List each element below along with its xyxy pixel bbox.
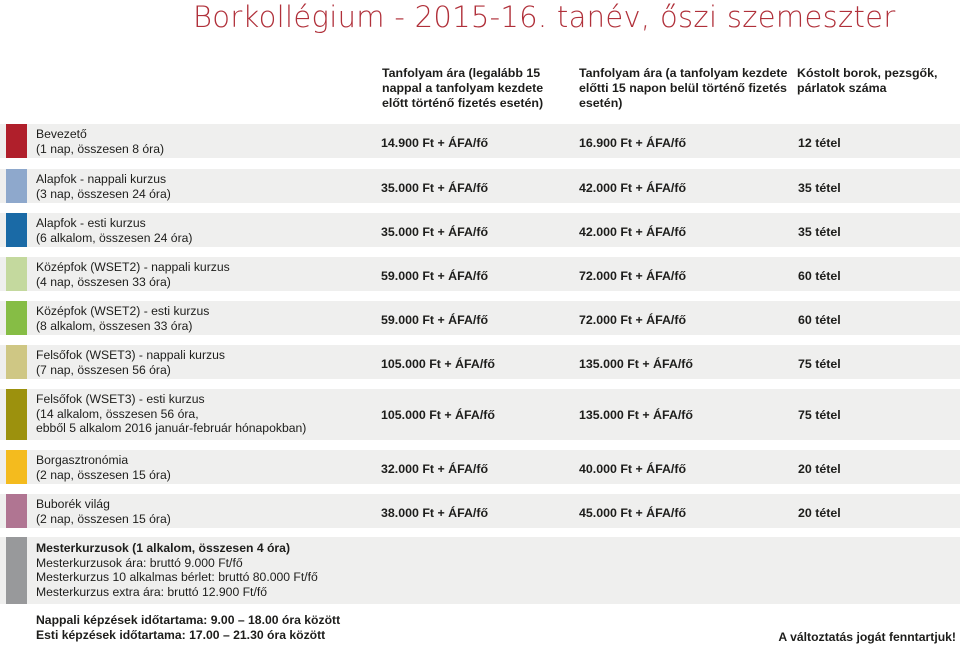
- master-course-title: Mesterkurzusok (1 alkalom, összesen 4 ór…: [36, 541, 291, 555]
- course-row: Borgasztronómia (2 nap, összesen 15 óra) 3…: [0, 450, 960, 484]
- course-name: Alapfok - esti kurzus (6 alkalom, összese…: [36, 216, 192, 245]
- early-price: 14.900 Ft + ÁFA/fő: [381, 136, 489, 150]
- course-title: Középfok (WSET2) - nappali kurzus: [36, 260, 230, 274]
- early-price: 35.000 Ft + ÁFA/fő: [381, 225, 489, 239]
- course-name: Alapfok - nappali kurzus (3 nap, összesen…: [36, 172, 171, 201]
- tasted-count: 60 tétel: [798, 269, 841, 283]
- late-price: 72.000 Ft + ÁFA/fő: [579, 313, 687, 327]
- course-name: Felsőfok (WSET3) - nappali kurzus (7 nap,…: [36, 348, 225, 377]
- master-course-pass: Mesterkurzus 10 alkalmas bérlet: bruttó …: [36, 570, 318, 585]
- schedule-note: Nappali képzések időtartama: 9.00 – 18.0…: [36, 613, 340, 642]
- color-swatch: [6, 169, 27, 203]
- course-detail: (7 nap, összesen 56 óra): [36, 362, 171, 377]
- late-price: 42.000 Ft + ÁFA/fő: [579, 225, 687, 239]
- course-detail: (6 alkalom, összesen 24 óra): [36, 230, 193, 245]
- tasted-count: 60 tétel: [798, 313, 841, 327]
- course-row: Bevezető (1 nap, összesen 8 óra) 14.900 Ft…: [0, 124, 960, 158]
- page-title: Borkollégium - 2015-16. tanév, őszi szem…: [193, 0, 896, 34]
- course-detail: ebből 5 alkalom 2016 január-február hóna…: [36, 421, 307, 436]
- course-detail: (4 nap, összesen 33 óra): [36, 274, 171, 289]
- color-swatch: [6, 124, 27, 158]
- header-early-price: Tanfolyam ára (legalább 15 nappal a tanf…: [382, 66, 544, 110]
- course-title: Buborék világ: [36, 497, 110, 511]
- course-title: Felsőfok (WSET3) - nappali kurzus: [36, 348, 225, 362]
- late-price: 135.000 Ft + ÁFA/fő: [579, 408, 693, 422]
- tasted-count: 35 tétel: [798, 225, 841, 239]
- tasted-count: 12 tétel: [798, 136, 841, 150]
- day-courses-time: Nappali képzések időtartama: 9.00 – 18.0…: [36, 613, 341, 627]
- early-price: 105.000 Ft + ÁFA/fő: [381, 408, 495, 422]
- course-row: Felsőfok (WSET3) - esti kurzus (14 alkalo…: [0, 389, 960, 440]
- late-price: 72.000 Ft + ÁFA/fő: [579, 269, 687, 283]
- color-swatch: [6, 494, 27, 528]
- course-detail: (2 nap, összesen 15 óra): [36, 511, 171, 526]
- early-price: 59.000 Ft + ÁFA/fő: [381, 269, 489, 283]
- course-row: Középfok (WSET2) - esti kurzus (8 alkalom…: [0, 301, 960, 335]
- course-row: Középfok (WSET2) - nappali kurzus (4 nap,…: [0, 257, 960, 291]
- course-title: Alapfok - esti kurzus: [36, 216, 146, 230]
- course-name: Középfok (WSET2) - nappali kurzus (4 nap,…: [36, 260, 230, 289]
- header-tasted-count: Kóstolt borok, pezsgők, párlatok száma: [797, 66, 938, 95]
- master-course-row: Mesterkurzusok (1 alkalom, összesen 4 ór…: [0, 537, 960, 604]
- color-swatch: [6, 345, 27, 379]
- early-price: 32.000 Ft + ÁFA/fő: [381, 462, 489, 476]
- tasted-count: 20 tétel: [798, 462, 841, 476]
- course-name: Buborék világ (2 nap, összesen 15 óra): [36, 497, 171, 526]
- early-price: 59.000 Ft + ÁFA/fő: [381, 313, 489, 327]
- early-price: 38.000 Ft + ÁFA/fő: [381, 506, 489, 520]
- color-swatch: [6, 450, 27, 484]
- course-title: Alapfok - nappali kurzus: [36, 172, 167, 186]
- master-course-price: Mesterkurzusok ára: bruttó 9.000 Ft/fő: [36, 555, 243, 570]
- course-title: Középfok (WSET2) - esti kurzus: [36, 304, 210, 318]
- course-detail: (14 alkalom, összesen 56 óra,: [36, 406, 199, 421]
- late-price: 135.000 Ft + ÁFA/fő: [579, 357, 693, 371]
- course-detail: (1 nap, összesen 8 óra): [36, 141, 165, 156]
- late-price: 40.000 Ft + ÁFA/fő: [579, 462, 687, 476]
- late-price: 42.000 Ft + ÁFA/fő: [579, 181, 687, 195]
- course-title: Felsőfok (WSET3) - esti kurzus: [36, 392, 205, 406]
- course-title: Borgasztronómia: [36, 453, 129, 467]
- master-course-extra: Mesterkurzus extra ára: bruttó 12.900 Ft…: [36, 584, 267, 599]
- early-price: 35.000 Ft + ÁFA/fő: [381, 181, 489, 195]
- tasted-count: 75 tétel: [798, 408, 841, 422]
- color-swatch: [6, 213, 27, 247]
- course-row: Felsőfok (WSET3) - nappali kurzus (7 nap,…: [0, 345, 960, 379]
- early-price: 105.000 Ft + ÁFA/fő: [381, 357, 495, 371]
- late-price: 45.000 Ft + ÁFA/fő: [579, 506, 687, 520]
- course-name: Középfok (WSET2) - esti kurzus (8 alkalom…: [36, 304, 209, 333]
- header-late-price: Tanfolyam ára (a tanfolyam kezdete előtt…: [579, 66, 788, 110]
- course-title: Bevezető: [36, 127, 87, 141]
- course-name: Bevezető (1 nap, összesen 8 óra): [36, 127, 164, 156]
- tasted-count: 75 tétel: [798, 357, 841, 371]
- course-row: Alapfok - esti kurzus (6 alkalom, összese…: [0, 213, 960, 247]
- tasted-count: 35 tétel: [798, 181, 841, 195]
- color-swatch: [6, 389, 27, 440]
- course-detail: (3 nap, összesen 24 óra): [36, 186, 171, 201]
- late-price: 16.900 Ft + ÁFA/fő: [579, 136, 687, 150]
- color-swatch: [6, 537, 27, 604]
- master-course-details: Mesterkurzusok (1 alkalom, összesen 4 ór…: [36, 541, 318, 599]
- course-row: Alapfok - nappali kurzus (3 nap, összesen…: [0, 169, 960, 203]
- course-row: Buborék világ (2 nap, összesen 15 óra) 38.…: [0, 494, 960, 528]
- tasted-count: 20 tétel: [798, 506, 841, 520]
- color-swatch: [6, 301, 27, 335]
- evening-courses-time: Esti képzések időtartama: 17.00 – 21.30 …: [36, 627, 326, 642]
- course-detail: (2 nap, összesen 15 óra): [36, 467, 171, 482]
- course-detail: (8 alkalom, összesen 33 óra): [36, 318, 193, 333]
- course-name: Felsőfok (WSET3) - esti kurzus (14 alkalo…: [36, 392, 306, 436]
- color-swatch: [6, 257, 27, 291]
- reservation-note: A változtatás jogát fenntartjuk!: [778, 630, 956, 644]
- course-name: Borgasztronómia (2 nap, összesen 15 óra): [36, 453, 171, 482]
